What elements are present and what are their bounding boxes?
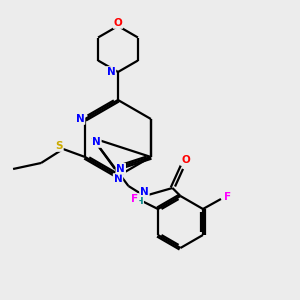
Text: F: F: [131, 194, 139, 204]
Text: N: N: [114, 174, 122, 184]
Text: F: F: [224, 192, 232, 202]
Text: O: O: [181, 155, 190, 165]
Text: N: N: [92, 137, 101, 147]
Text: S: S: [55, 141, 63, 151]
Text: N: N: [106, 67, 116, 77]
Text: H: H: [136, 197, 143, 206]
Text: N: N: [116, 164, 125, 174]
Text: O: O: [114, 18, 122, 28]
Text: N: N: [76, 114, 85, 124]
Text: N: N: [140, 187, 149, 197]
